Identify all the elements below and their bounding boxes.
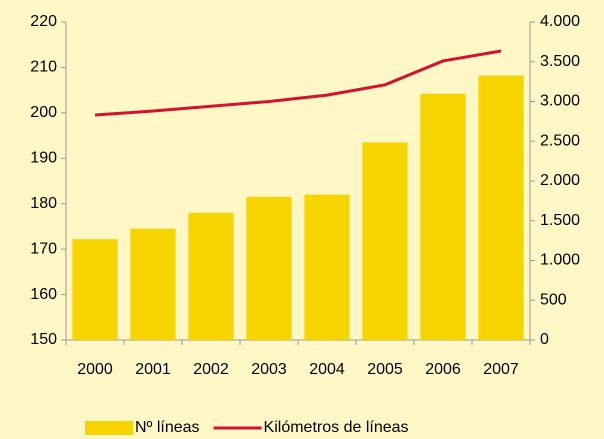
- legend-swatch: [85, 421, 133, 435]
- x-tick-label: 2007: [483, 361, 519, 378]
- legend-label: Nº líneas: [135, 419, 200, 436]
- y-tick-label: 170: [30, 240, 57, 257]
- bar: [362, 142, 408, 340]
- x-tick-label: 2006: [425, 361, 461, 378]
- y2-tick-label: 2.500: [540, 132, 580, 149]
- y2-tick-label: 3.500: [540, 53, 580, 70]
- x-tick-label: 2003: [251, 361, 287, 378]
- x-tick-label: 2005: [367, 361, 403, 378]
- y2-tick-label: 2.000: [540, 172, 580, 189]
- y-tick-label: 190: [30, 150, 57, 167]
- y2-tick-label: 3.000: [540, 93, 580, 110]
- bar: [246, 196, 292, 340]
- bar: [72, 239, 118, 340]
- y-tick-label: 150: [30, 331, 57, 348]
- y-tick-label: 210: [30, 59, 57, 76]
- y-tick-label: 220: [30, 13, 57, 30]
- y2-tick-label: 1.500: [540, 212, 580, 229]
- y2-tick-label: 500: [540, 291, 567, 308]
- x-tick-label: 2004: [309, 361, 345, 378]
- bar: [304, 194, 350, 340]
- bar: [188, 212, 234, 340]
- y-tick-label: 180: [30, 195, 57, 212]
- y2-tick-label: 4.000: [540, 13, 580, 30]
- x-tick-label: 2002: [193, 361, 229, 378]
- bar: [420, 93, 466, 340]
- y-tick-label: 160: [30, 286, 57, 303]
- line: [94, 49, 502, 117]
- x-tick-label: 2000: [77, 361, 113, 378]
- y2-tick-label: 0: [540, 331, 549, 348]
- bar: [478, 75, 524, 340]
- y2-tick-label: 1.000: [540, 252, 580, 269]
- legend-label: Kilómetros de líneas: [264, 419, 409, 436]
- bar: [130, 228, 176, 340]
- y-tick-label: 200: [30, 104, 57, 121]
- x-tick-label: 2001: [135, 361, 171, 378]
